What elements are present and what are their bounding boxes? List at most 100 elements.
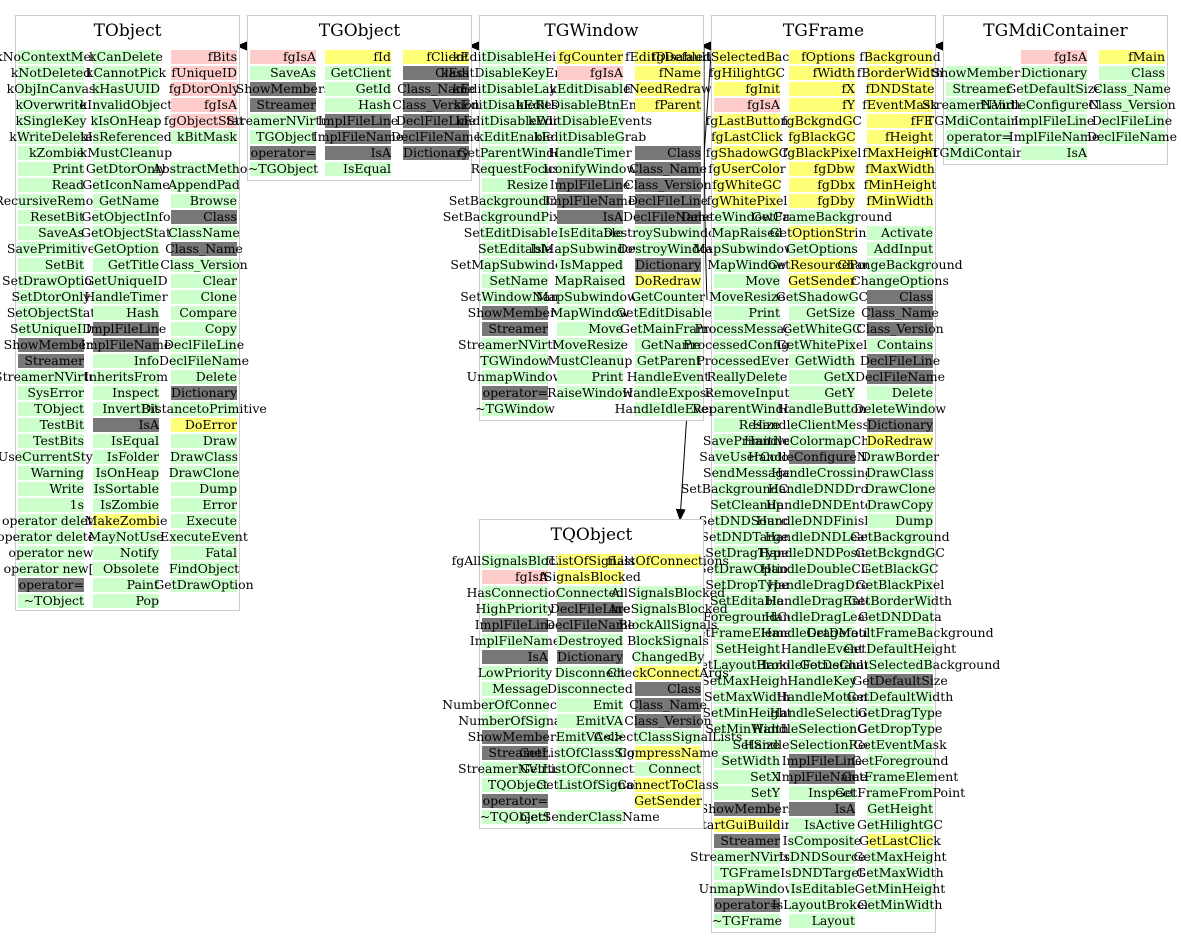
member-label: SaveAs	[38, 225, 84, 240]
member-label: IsA	[138, 417, 159, 432]
member-label: RaiseWindow	[547, 385, 633, 400]
member-cell: Class_Name	[861, 306, 939, 320]
member-cell: TGFrame	[714, 866, 780, 880]
member-cell: Streamer	[482, 322, 548, 336]
member-cell: BlockSignals	[627, 634, 709, 648]
member-cell: SaveUserColor	[699, 450, 795, 464]
member-cell: Execute	[171, 514, 237, 528]
member-label: Class_Name	[861, 305, 939, 320]
member-cell: Activate	[867, 226, 933, 240]
member-label: ~TGWindow	[475, 401, 555, 416]
member-cell: ~TGMdiContainer	[921, 146, 1037, 160]
class-box-tgobject: TGObject fgIsA SaveAs ShowMembers Streamer St…	[226, 15, 481, 181]
member-label: ImplFileName	[312, 129, 404, 144]
member-cell: GetListOfSignals	[536, 778, 644, 792]
member-label: GetMainFrame	[619, 321, 717, 336]
member-cell: Print	[714, 306, 780, 320]
member-cell: GetBackground	[850, 530, 950, 544]
member-cell: fListOfConnections	[607, 554, 729, 568]
member-cell: kNotDeleted	[11, 66, 91, 80]
member-column: fBits fUniqueID fgDtorOnly fgIsA fgObjectSta…	[141, 50, 267, 594]
member-label: fFE	[910, 113, 933, 128]
member-label: fId	[373, 49, 391, 64]
member-cell: MoveResize	[709, 290, 785, 304]
member-cell: ~TObject	[18, 594, 84, 608]
member-label: kInvalidObject	[79, 97, 173, 112]
member-cell: Streamer	[714, 834, 780, 848]
member-cell: Browse	[171, 194, 237, 208]
member-cell: Streamer	[250, 98, 316, 112]
member-label: GetDefaultSize	[1006, 81, 1102, 96]
member-label: Read	[51, 177, 84, 192]
member-cell: ClassName	[168, 226, 240, 240]
member-cell: fBackground	[859, 50, 941, 64]
member-label: ~TGFrame	[711, 913, 783, 928]
member-label: Clear	[202, 273, 237, 288]
member-column: fBackground fBorderWidth fDNDState fEventMa…	[800, 50, 1000, 914]
member-cell: Pop	[93, 594, 159, 608]
member-label: Draw	[202, 433, 237, 448]
member-cell: Class_Version	[624, 714, 712, 728]
member-label: Hash	[358, 97, 391, 112]
member-label: fClient	[426, 49, 469, 64]
member-label: HandleButton	[777, 401, 867, 416]
member-label: ResetBit	[30, 209, 84, 224]
member-cell: ImplFileName	[470, 634, 560, 648]
member-cell: Class	[867, 290, 933, 304]
member-cell: fHeight	[867, 130, 933, 144]
member-cell: fgBlackPixel	[783, 146, 861, 160]
member-label: DeclFileLine	[549, 601, 631, 616]
member-label: HasConnection	[466, 585, 564, 600]
member-cell: SetMapSubwindows	[450, 258, 580, 272]
member-label: operator=	[482, 793, 548, 808]
member-cell: AbstractMethod	[153, 162, 255, 176]
member-label: StreamerNVirtual	[458, 337, 572, 352]
member-label: Compare	[179, 305, 237, 320]
member-cell: EmitVA	[557, 714, 623, 728]
class-title: TGWindow	[544, 21, 639, 41]
member-label: Streamer	[952, 81, 1012, 96]
member-column: fEditDisabled fName fNeedRedraw fParent Clas…	[603, 50, 733, 418]
member-cell: SetMinWidth	[705, 722, 789, 736]
member-label: Class_Name	[629, 697, 707, 712]
member-cell: StreamerNVirtual	[922, 98, 1036, 112]
member-label: fMinHeight	[863, 177, 937, 192]
member-cell: fParent	[635, 98, 701, 112]
member-cell: SetX	[714, 770, 780, 784]
member-label: GetId	[355, 81, 391, 96]
member-label: GetListOfConnections	[520, 761, 660, 776]
member-cell: ImplFileName	[81, 338, 171, 352]
member-cell: ImplFileName	[1009, 130, 1099, 144]
member-spacer	[171, 146, 237, 160]
member-cell: fBits	[171, 50, 237, 64]
member-label: SaveUserColor	[699, 449, 795, 464]
member-label: DeclFileLine	[627, 193, 709, 208]
member-column: kNoContextMenu kNotDeleted kObjInCanvas kOv…	[0, 50, 108, 610]
member-cell: Paint	[93, 578, 159, 592]
member-label: GetLastClick	[859, 833, 941, 848]
member-cell: GetTitle	[93, 258, 159, 272]
member-label: Class	[899, 289, 933, 304]
member-cell: GetName	[93, 194, 159, 208]
member-cell: IsOnHeap	[93, 466, 159, 480]
member-cell: GetDefaultSize	[1006, 82, 1102, 96]
member-label: SysError	[27, 385, 84, 400]
member-cell: GetWhiteGC	[782, 322, 862, 336]
member-label: HandleEvent	[626, 369, 710, 384]
member-cell: IsActive	[789, 818, 855, 832]
member-label: SetMapSubwindows	[450, 257, 580, 272]
member-cell: Streamer	[18, 354, 84, 368]
member-label: operator=	[714, 897, 780, 912]
member-cell: HandleDNDPosition	[758, 546, 886, 560]
member-cell: UseCurrentStyle	[0, 450, 104, 464]
member-cell: fClient	[403, 50, 469, 64]
member-cell: ImplFileLine	[475, 618, 555, 632]
member-label: DrawClass	[170, 449, 238, 464]
member-label: TQObject	[487, 777, 548, 792]
member-cell: DeclFileLine	[628, 194, 708, 208]
class-title: TObject	[93, 21, 162, 41]
member-label: GetParentWindow	[457, 145, 573, 160]
member-label: Class_Version	[1088, 97, 1176, 112]
member-label: IsComposite	[782, 833, 862, 848]
member-cell: GetOptions	[786, 242, 858, 256]
